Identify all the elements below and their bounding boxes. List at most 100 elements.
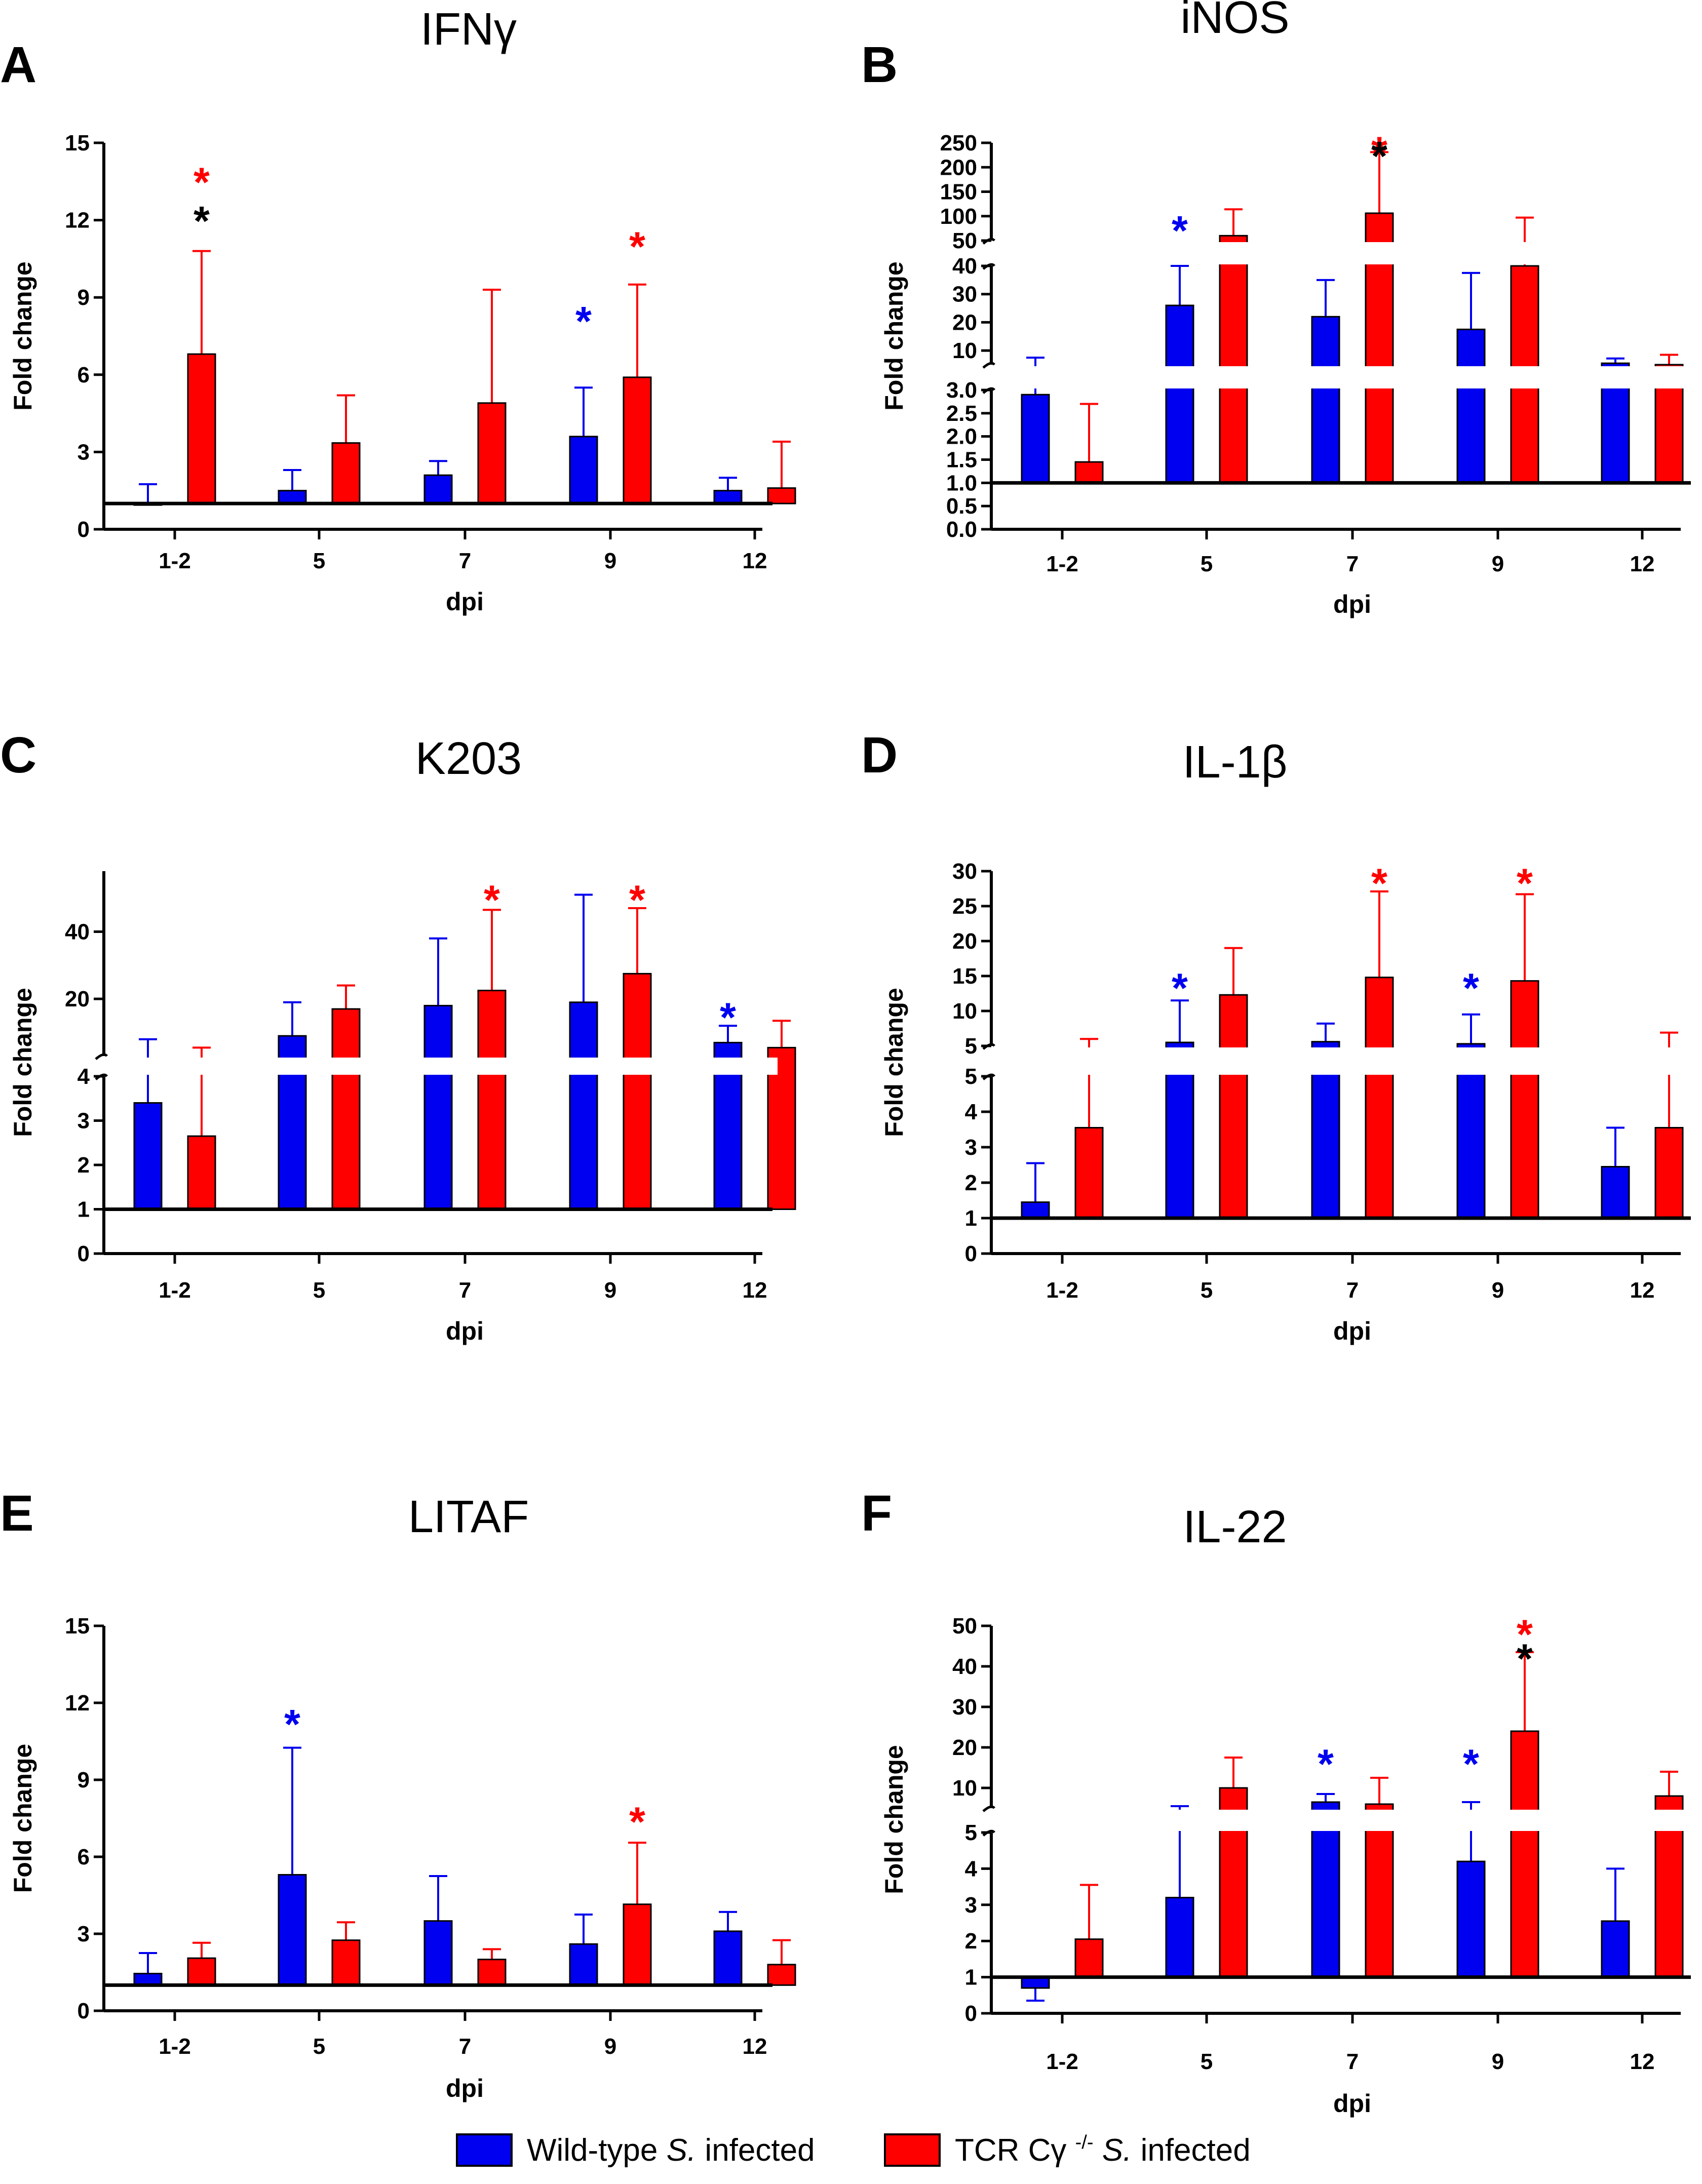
bar (713, 1930, 743, 1986)
legend-label-wild-type: Wild-type S. infected (527, 2132, 815, 2168)
x-tick-label: 1-2 (159, 2034, 191, 2059)
bar (423, 1920, 453, 1986)
y-axis-title: Fold change (880, 988, 908, 1137)
bar (1074, 1127, 1104, 1219)
panel-letter: F (861, 1485, 892, 1542)
panel-title: K203 (415, 733, 522, 784)
bar (1219, 235, 1248, 484)
x-tick-label: 7 (459, 2034, 471, 2059)
x-tick-label: 5 (1201, 2049, 1213, 2074)
y-tick-label: 40 (952, 254, 977, 279)
panel-title: IL-1β (1183, 737, 1288, 788)
chart-panel-e: E LITAF 0 3 6 9 12 15 1-2 5 7 9 12 Fold change dpi * * (0, 1485, 796, 2102)
y-tick-label: 100 (940, 204, 977, 229)
bar (477, 1959, 507, 1986)
x-tick-label: 1-2 (159, 549, 191, 573)
significance-star: * (1517, 861, 1533, 907)
bar (623, 1903, 652, 1986)
y-tick-label: 0 (78, 1241, 90, 1266)
y-tick-label: 50 (952, 1614, 977, 1639)
significance-star: * (284, 1701, 300, 1747)
bar (331, 1939, 361, 1986)
significance-star: * (1371, 129, 1387, 175)
significance-star: * (1172, 965, 1188, 1011)
x-axis-title: dpi (446, 588, 484, 616)
y-tick-label: 0.0 (946, 517, 977, 542)
y-tick-label: 20 (65, 987, 90, 1011)
y-tick-label: 150 (940, 180, 977, 205)
bar (331, 442, 361, 504)
y-tick-label: 30 (952, 859, 977, 884)
y-tick-label: 4 (965, 1856, 978, 1881)
y-tick-label: 0 (78, 1999, 90, 2023)
y-axis-title: Fold change (9, 261, 37, 410)
chart-panel-b: BiNOS0.00.51.01.52.02.53.010203040501001… (861, 0, 1696, 618)
bar (1219, 994, 1248, 1219)
y-tick-label: 1.0 (946, 471, 977, 495)
significance-star: * (1172, 208, 1188, 254)
x-axis-title: dpi (446, 2074, 484, 2102)
y-axis-title: Fold change (880, 261, 908, 410)
y-axis-title: Fold change (9, 1744, 37, 1893)
significance-star: * (1517, 1636, 1533, 1682)
legend-swatch-knockout (884, 2133, 941, 2167)
y-tick-label: 1.5 (946, 448, 977, 473)
axis-break-mark (982, 1829, 995, 1837)
y-tick-label: 50 (952, 228, 977, 253)
x-tick-label: 9 (1492, 552, 1504, 576)
bar (767, 487, 796, 504)
axis-break-mark (982, 1073, 995, 1080)
x-tick-label: 5 (313, 549, 325, 573)
significance-star: * (1318, 1741, 1334, 1787)
axis-break-mark (982, 263, 995, 270)
x-axis-title: dpi (1333, 2089, 1371, 2118)
y-tick-label: 20 (952, 929, 977, 954)
y-tick-label: 0.5 (946, 494, 977, 519)
axis-break-gap (99, 1058, 778, 1075)
significance-star: * (575, 299, 592, 345)
significance-star: * (484, 877, 500, 923)
y-tick-label: 20 (952, 1735, 977, 1760)
y-tick-label: 3 (78, 440, 90, 464)
y-tick-label: 9 (78, 285, 90, 310)
y-tick-label: 40 (952, 1654, 977, 1679)
bar (1456, 1860, 1486, 1978)
y-tick-label: 2 (78, 1153, 90, 1178)
x-tick-label: 9 (604, 1278, 616, 1303)
y-tick-label: 3 (965, 1893, 977, 1918)
bar (1021, 394, 1050, 484)
bar (1311, 1801, 1340, 1978)
bar (569, 1943, 598, 1986)
x-tick-label: 9 (1492, 1278, 1504, 1303)
y-tick-label: 0 (965, 2001, 977, 2026)
x-tick-label: 7 (459, 1278, 471, 1303)
significance-star: * (629, 877, 645, 923)
bar (1456, 328, 1486, 484)
panel-title: LITAF (408, 1492, 529, 1542)
y-tick-label: 20 (952, 310, 977, 335)
bar (1165, 304, 1194, 484)
bar (187, 1135, 216, 1210)
y-tick-label: 2 (965, 1929, 977, 1954)
y-tick-label: 1 (965, 1965, 977, 1990)
x-tick-label: 5 (1201, 552, 1213, 576)
x-tick-label: 1-2 (1046, 1278, 1078, 1303)
y-tick-label: 4 (965, 1100, 978, 1124)
bar (1021, 1201, 1050, 1219)
bar (569, 1001, 598, 1211)
y-tick-label: 2 (965, 1171, 977, 1195)
y-axis-title: Fold change (9, 988, 37, 1137)
axis-break-gap (986, 366, 1696, 388)
bar (331, 1008, 361, 1211)
y-tick-label: 15 (952, 964, 977, 989)
y-tick-label: 1 (965, 1206, 977, 1231)
axis-break-gap (986, 1047, 1696, 1075)
y-tick-label: 15 (65, 1614, 90, 1639)
significance-star: * (1517, 1612, 1533, 1658)
panel-title: iNOS (1180, 0, 1289, 43)
bar (1510, 1730, 1539, 1978)
y-axis-title: Fold change (880, 1745, 908, 1894)
x-axis-title: dpi (1333, 1317, 1371, 1345)
y-tick-label: 30 (952, 282, 977, 307)
